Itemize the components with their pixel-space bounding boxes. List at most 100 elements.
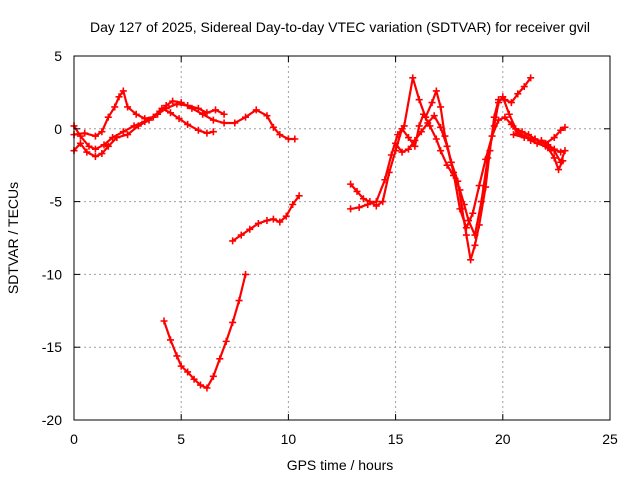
- x-tick-label: 15: [388, 431, 404, 447]
- data-point: [387, 151, 395, 159]
- data-point: [199, 110, 207, 118]
- y-tick-label: 0: [54, 121, 62, 137]
- data-point: [392, 139, 400, 147]
- data-point: [495, 96, 503, 104]
- data-point: [520, 134, 528, 142]
- axis-ticks: 0 5 10 15 20 25 5 0 -5 -10 -15 -20: [42, 48, 618, 447]
- data-point: [209, 116, 217, 124]
- data-point: [173, 100, 181, 108]
- data-point: [482, 155, 490, 163]
- data-point: [76, 139, 84, 147]
- y-tick-label: -20: [42, 412, 62, 428]
- data-point: [196, 381, 204, 389]
- y-tick-label: -10: [42, 266, 62, 282]
- data-point: [282, 212, 290, 220]
- data-point: [76, 132, 84, 140]
- data-point: [462, 224, 470, 232]
- data-point: [432, 135, 440, 143]
- data-point: [91, 132, 99, 140]
- data-point: [124, 103, 132, 111]
- data-point: [490, 113, 498, 121]
- data-point: [269, 123, 277, 131]
- data-point: [231, 119, 239, 127]
- data-point: [381, 176, 389, 184]
- data-series-9: [510, 123, 569, 147]
- data-series: [70, 74, 569, 392]
- x-tick-label: 10: [281, 431, 297, 447]
- data-point: [372, 198, 380, 206]
- data-point: [550, 154, 558, 162]
- data-point: [83, 148, 91, 156]
- data-point: [398, 148, 406, 156]
- data-point: [166, 109, 174, 117]
- data-point: [417, 128, 425, 136]
- data-point: [432, 87, 440, 95]
- data-point: [430, 112, 438, 120]
- x-tick-label: 25: [602, 431, 618, 447]
- data-point: [561, 147, 569, 155]
- data-point: [132, 110, 140, 118]
- series-trace: [349, 95, 562, 237]
- data-point: [130, 122, 138, 130]
- data-point: [550, 147, 558, 155]
- x-tick-label: 0: [70, 431, 78, 447]
- data-point: [203, 129, 211, 137]
- data-point: [124, 131, 132, 139]
- data-point: [98, 128, 106, 136]
- data-point: [347, 180, 355, 188]
- plot-frame: [73, 55, 611, 421]
- x-axis-label: GPS time / hours: [287, 457, 394, 473]
- data-point: [559, 157, 567, 165]
- data-point: [347, 205, 355, 213]
- data-point: [475, 182, 483, 190]
- data-point: [424, 119, 432, 127]
- data-point: [404, 134, 412, 142]
- data-point: [229, 237, 237, 245]
- data-point: [203, 109, 211, 117]
- data-point: [104, 142, 112, 150]
- data-series-7: [347, 74, 535, 264]
- data-series-3: [70, 100, 228, 153]
- data-point: [166, 336, 174, 344]
- data-point: [209, 128, 217, 136]
- data-point: [482, 183, 490, 191]
- series-trace: [231, 194, 301, 242]
- data-point: [471, 241, 479, 249]
- data-point: [169, 97, 177, 105]
- data-point: [190, 375, 198, 383]
- data-point: [111, 103, 119, 111]
- data-point: [91, 145, 99, 153]
- x-tick-label: 5: [177, 431, 185, 447]
- data-point: [394, 131, 402, 139]
- x-tick-label: 20: [495, 431, 511, 447]
- data-point: [462, 231, 470, 239]
- data-point: [220, 110, 228, 118]
- data-series-10: [537, 136, 567, 174]
- data-point: [194, 126, 202, 134]
- data-point: [104, 113, 112, 121]
- data-series-6: [347, 93, 565, 239]
- series-trace: [72, 102, 226, 151]
- data-point: [467, 256, 475, 264]
- data-point: [235, 297, 243, 305]
- data-point: [456, 205, 464, 213]
- data-point: [507, 99, 515, 107]
- data-point: [160, 317, 168, 325]
- data-point: [209, 372, 217, 380]
- data-point: [269, 215, 277, 223]
- data-point: [91, 152, 99, 160]
- data-point: [379, 198, 387, 206]
- data-point: [550, 134, 558, 142]
- chart-title: Day 127 of 2025, Sidereal Day-to-day VTE…: [90, 19, 590, 35]
- data-point: [510, 131, 518, 139]
- data-point: [119, 87, 127, 95]
- y-tick-label: -15: [42, 339, 62, 355]
- data-point: [263, 217, 271, 225]
- data-point: [109, 134, 117, 142]
- data-point: [505, 110, 513, 118]
- y-axis-label: SDTVAR / TECUs: [5, 182, 21, 294]
- data-point: [119, 128, 127, 136]
- data-series-2: [70, 87, 217, 140]
